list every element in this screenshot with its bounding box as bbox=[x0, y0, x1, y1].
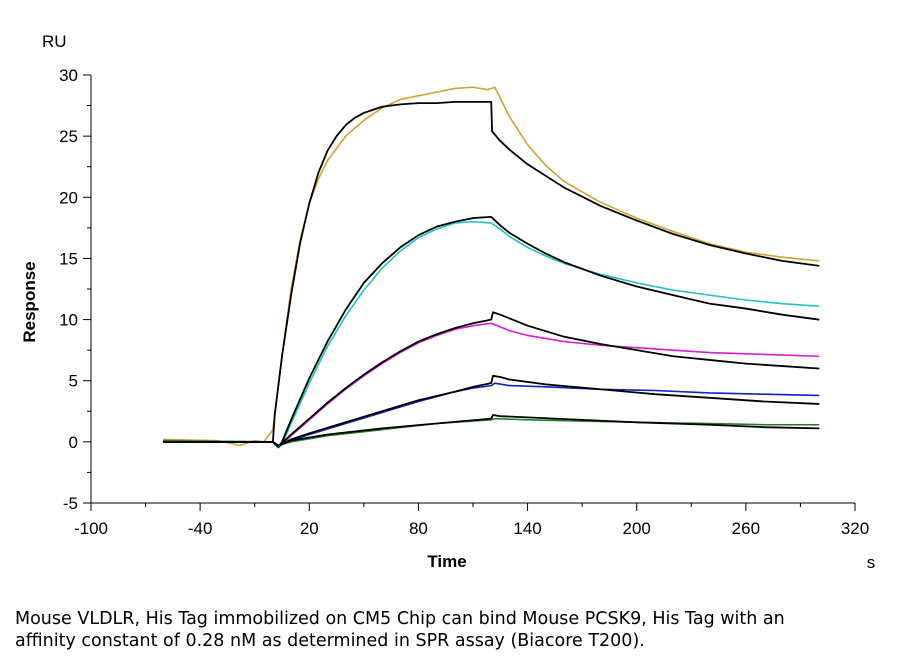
x-axis-title: Time bbox=[427, 552, 466, 571]
measured-curve bbox=[162, 86, 820, 447]
x-tick-label: -100 bbox=[74, 519, 108, 538]
x-tick-label: 20 bbox=[300, 519, 319, 538]
y-tick-label: 5 bbox=[69, 372, 78, 391]
y-tick-label: 25 bbox=[59, 127, 78, 146]
y-tick-label: 20 bbox=[59, 188, 78, 207]
y-tick-label: 10 bbox=[59, 311, 78, 330]
y-unit-label: RU bbox=[42, 32, 67, 51]
x-tick-label: 80 bbox=[409, 519, 428, 538]
fitted-curve bbox=[162, 311, 820, 448]
x-tick-label: 200 bbox=[623, 519, 651, 538]
y-tick-label: -5 bbox=[63, 494, 78, 513]
x-tick-label: 320 bbox=[841, 519, 869, 538]
caption-line-2: affinity constant of 0.28 nM as determin… bbox=[15, 631, 645, 651]
x-tick-label: 260 bbox=[732, 519, 760, 538]
fitted-curve bbox=[162, 414, 820, 447]
curves-group bbox=[162, 86, 820, 449]
x-unit-label: s bbox=[867, 553, 876, 572]
y-axis-title: Response bbox=[20, 261, 39, 342]
y-tick-label: 30 bbox=[59, 66, 78, 85]
y-tick-label: 15 bbox=[59, 249, 78, 268]
x-tick-label: 140 bbox=[513, 519, 541, 538]
measured-curve bbox=[162, 382, 820, 448]
spr-sensorgram-chart: -5 0 5 10 15 20 25 30 -100 -40 20 80 140 200 260 320 RU… bbox=[20, 32, 876, 572]
caption-line-1: Mouse VLDLR, His Tag immobilized on CM5 … bbox=[15, 609, 785, 629]
measured-curve bbox=[162, 322, 820, 448]
fitted-curve bbox=[162, 215, 820, 448]
y-tick-label: 0 bbox=[69, 433, 78, 452]
measured-curve bbox=[162, 220, 820, 449]
fitted-curve bbox=[162, 374, 820, 448]
x-tick-label: -40 bbox=[188, 519, 213, 538]
axes-group: -5 0 5 10 15 20 25 30 -100 -40 20 80 140 200 260 320 bbox=[59, 66, 869, 538]
figure-caption: Mouse VLDLR, His Tag immobilized on CM5 … bbox=[15, 608, 875, 652]
fitted-curve bbox=[162, 101, 820, 443]
